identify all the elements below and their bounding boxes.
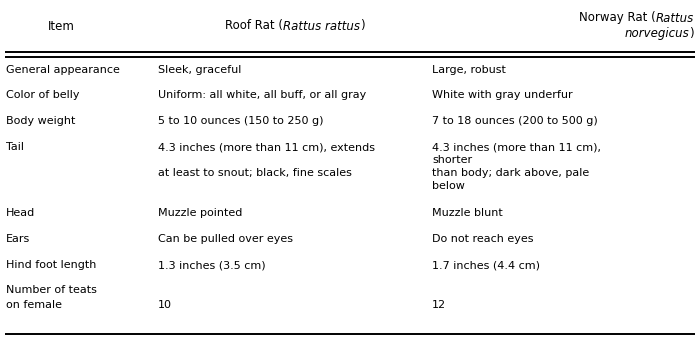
Text: 1.3 inches (3.5 cm): 1.3 inches (3.5 cm) xyxy=(158,260,265,270)
Text: General appearance: General appearance xyxy=(6,65,120,75)
Text: at least to snout; black, fine scales: at least to snout; black, fine scales xyxy=(158,168,352,178)
Text: Rattus rattus: Rattus rattus xyxy=(284,20,360,33)
Text: Muzzle blunt: Muzzle blunt xyxy=(432,208,503,218)
Text: Number of teats: Number of teats xyxy=(6,285,97,295)
Text: Rattus: Rattus xyxy=(656,12,694,24)
Text: Uniform: all white, all buff, or all gray: Uniform: all white, all buff, or all gra… xyxy=(158,90,366,100)
Text: Head: Head xyxy=(6,208,35,218)
Text: White with gray underfur: White with gray underfur xyxy=(432,90,573,100)
Text: ): ) xyxy=(360,20,365,33)
Text: Sleek, graceful: Sleek, graceful xyxy=(158,65,242,75)
Text: 7 to 18 ounces (200 to 500 g): 7 to 18 ounces (200 to 500 g) xyxy=(432,116,598,126)
Text: Muzzle pointed: Muzzle pointed xyxy=(158,208,242,218)
Text: than body; dark above, pale: than body; dark above, pale xyxy=(432,168,589,178)
Text: 10: 10 xyxy=(158,300,172,310)
Text: Tail: Tail xyxy=(6,142,24,152)
Text: Hind foot length: Hind foot length xyxy=(6,260,97,270)
Text: Roof Rat (: Roof Rat ( xyxy=(225,20,284,33)
Text: Do not reach eyes: Do not reach eyes xyxy=(432,234,533,244)
Text: below: below xyxy=(432,181,465,191)
Text: shorter: shorter xyxy=(432,155,472,165)
Text: Norway Rat (: Norway Rat ( xyxy=(579,12,656,24)
Text: 12: 12 xyxy=(432,300,446,310)
Text: 4.3 inches (more than 11 cm), extends: 4.3 inches (more than 11 cm), extends xyxy=(158,142,375,152)
Text: Large, robust: Large, robust xyxy=(432,65,506,75)
Text: norvegicus: norvegicus xyxy=(624,27,690,40)
Text: 5 to 10 ounces (150 to 250 g): 5 to 10 ounces (150 to 250 g) xyxy=(158,116,323,126)
Text: Body weight: Body weight xyxy=(6,116,76,126)
Text: ): ) xyxy=(690,27,694,40)
Text: Color of belly: Color of belly xyxy=(6,90,80,100)
Text: 4.3 inches (more than 11 cm),: 4.3 inches (more than 11 cm), xyxy=(432,142,601,152)
Text: Ears: Ears xyxy=(6,234,30,244)
Text: 1.7 inches (4.4 cm): 1.7 inches (4.4 cm) xyxy=(432,260,540,270)
Text: on female: on female xyxy=(6,300,62,310)
Text: Item: Item xyxy=(48,20,74,33)
Text: Can be pulled over eyes: Can be pulled over eyes xyxy=(158,234,293,244)
